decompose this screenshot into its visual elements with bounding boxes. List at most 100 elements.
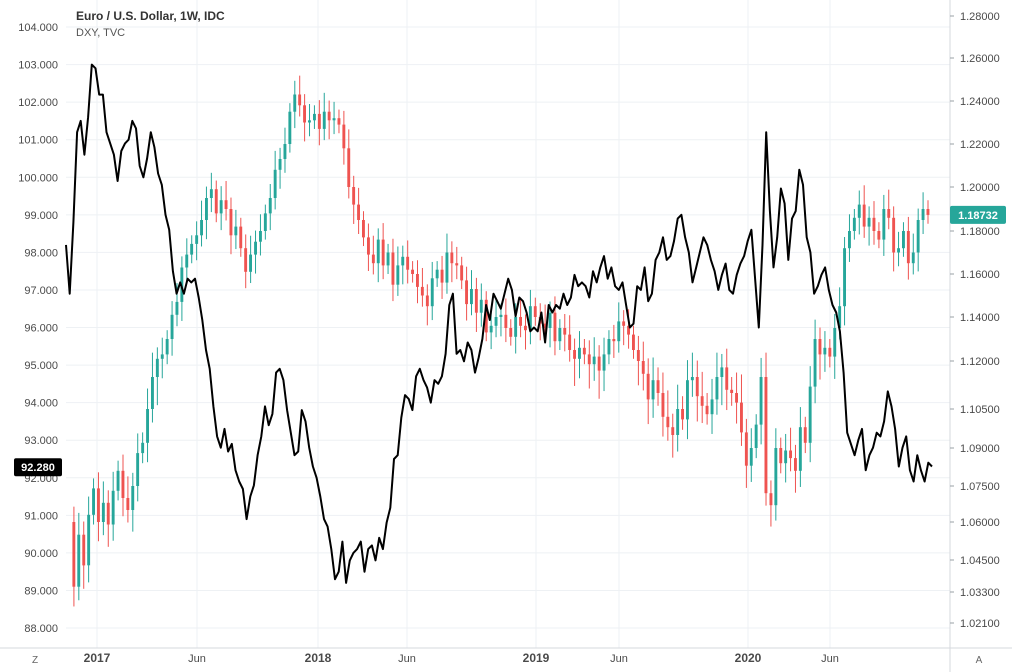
- candle-body: [568, 334, 572, 350]
- candle-body: [445, 252, 449, 283]
- candle-body: [548, 312, 552, 328]
- candle-body: [200, 220, 203, 236]
- candle-body: [244, 248, 248, 272]
- candle-body: [303, 105, 306, 123]
- auto-scale-button[interactable]: A: [975, 654, 983, 666]
- candle-body: [229, 209, 233, 236]
- candle-body: [460, 265, 464, 281]
- candle-body: [357, 204, 360, 220]
- left-axis-tick-label: 88.000: [24, 623, 58, 635]
- candle-body: [406, 256, 410, 270]
- candle-body: [479, 299, 483, 313]
- candle-body: [632, 334, 635, 350]
- right-axis-tick-label: 1.20000: [960, 182, 1000, 194]
- candle-body: [695, 377, 699, 397]
- candle-body: [622, 321, 626, 326]
- candle-body: [744, 432, 748, 466]
- candle-body: [686, 380, 689, 420]
- candle-body: [558, 328, 562, 342]
- candle-body: [524, 325, 527, 331]
- right-axis-tick-label: 1.24000: [960, 96, 1000, 108]
- right-axis-tick-label: 1.18000: [960, 226, 1000, 238]
- candle-body: [185, 254, 189, 268]
- candle-body: [582, 347, 586, 355]
- candle-body: [396, 265, 400, 285]
- candle-body: [563, 328, 567, 335]
- candle-body: [774, 448, 778, 506]
- left-axis-tick-label: 101.000: [18, 135, 58, 147]
- candle-body: [401, 256, 405, 266]
- candle-body: [298, 94, 302, 106]
- candle-body: [263, 213, 267, 231]
- candle-body: [848, 231, 851, 249]
- right-axis-tick-label: 1.14000: [960, 312, 1000, 324]
- candle-body: [877, 231, 881, 240]
- compare-series-title: DXY, TVC: [76, 27, 126, 39]
- candle-body: [141, 442, 145, 454]
- candle-body: [666, 416, 670, 428]
- left-axis-tick-label: 91.000: [24, 510, 58, 522]
- candle-body: [759, 377, 763, 425]
- candle-body: [450, 252, 454, 264]
- candle-body: [681, 409, 684, 420]
- candle-body: [902, 231, 905, 249]
- main-series-title: Euro / U.S. Dollar, 1W, IDC: [76, 9, 225, 23]
- candle-body: [735, 393, 738, 403]
- left-scale-button[interactable]: Z: [31, 654, 39, 666]
- candle-body: [430, 278, 434, 307]
- candle-body: [371, 254, 375, 264]
- candle-body: [72, 522, 76, 587]
- candle-body: [514, 317, 518, 337]
- candle-body: [165, 339, 169, 355]
- candle-body: [151, 377, 154, 409]
- candle-body: [190, 243, 194, 255]
- left-axis-tick-label: 100.000: [18, 172, 58, 184]
- candle-body: [440, 269, 444, 283]
- candle-body: [578, 347, 581, 359]
- eurusd-last-value: 1.18732: [958, 210, 998, 222]
- right-axis-tick-label: 1.02100: [960, 618, 1000, 630]
- candle-body: [700, 396, 704, 406]
- candle-body: [87, 514, 91, 566]
- candle-body: [278, 159, 282, 170]
- left-axis-tick-label: 102.000: [18, 97, 58, 109]
- candle-body: [195, 235, 199, 244]
- candle-body: [543, 323, 547, 328]
- left-price-axis[interactable]: 104.000 103.000 102.000 101.000 100.000 99.00…: [18, 22, 58, 635]
- left-axis-tick-label: 99.000: [24, 210, 58, 222]
- candle-body: [764, 377, 768, 494]
- candle-body: [897, 248, 900, 253]
- right-axis-tick-label: 1.04500: [960, 555, 1000, 567]
- time-axis-tick-label: 2020: [735, 651, 762, 665]
- left-axis-tick-label: 90.000: [24, 548, 58, 560]
- time-axis[interactable]: 2017 Jun 2018 Jun 2019 Jun 2020 Jun: [84, 651, 839, 665]
- candle-body: [754, 424, 758, 448]
- candle-body: [126, 498, 130, 510]
- candle-body: [769, 493, 773, 506]
- candle-body: [494, 317, 498, 326]
- time-axis-tick-label: Jun: [610, 653, 628, 665]
- right-axis-tick-label: 1.10500: [960, 404, 1000, 416]
- candle-body: [155, 358, 159, 377]
- candle-body: [347, 148, 351, 187]
- candle-body: [224, 200, 228, 209]
- candle-body: [268, 198, 272, 214]
- candle-body: [872, 217, 876, 231]
- candle-body: [121, 470, 125, 498]
- candle-body: [239, 226, 243, 249]
- candle-body: [249, 254, 252, 272]
- candle-body: [651, 380, 655, 400]
- candle-body: [209, 189, 213, 198]
- candle-body: [273, 169, 277, 198]
- time-axis-tick-label: 2018: [305, 651, 332, 665]
- candle-body: [779, 448, 783, 464]
- candle-body: [661, 393, 665, 417]
- right-price-axis[interactable]: 1.28000 1.26000 1.24000 1.22000 1.20000 1.180…: [950, 11, 1000, 630]
- dxy-line: [65, 63, 933, 584]
- candle-body: [636, 350, 640, 361]
- time-axis-tick-label: 2019: [523, 651, 550, 665]
- right-axis-tick-label: 1.26000: [960, 53, 1000, 65]
- candle-body: [317, 113, 321, 129]
- candle-body: [386, 252, 390, 266]
